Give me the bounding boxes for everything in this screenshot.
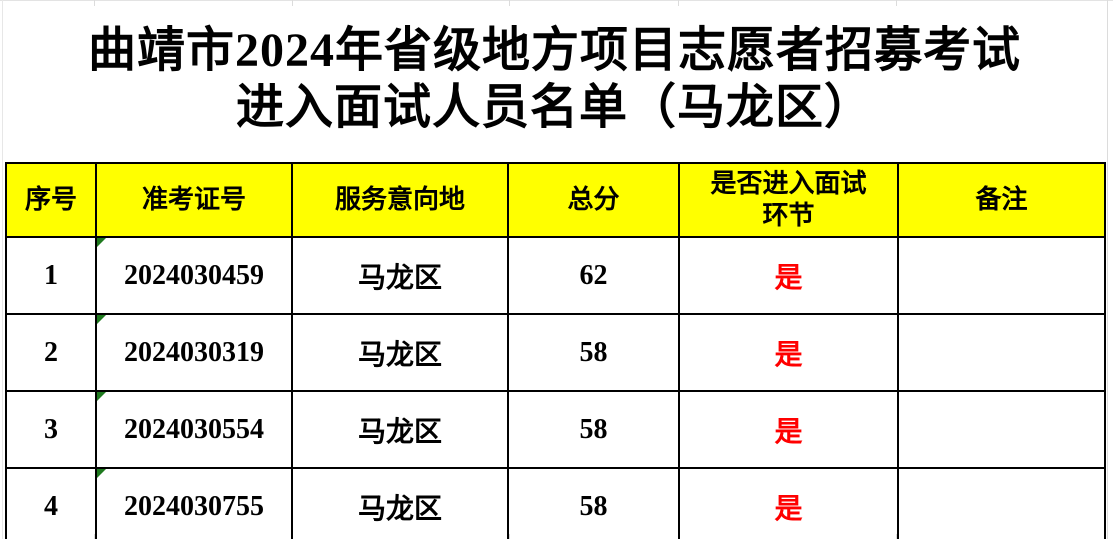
header-row: 序号 准考证号 服务意向地 总分 是否进入面试环节 备注: [5, 162, 1106, 238]
cell-total-score[interactable]: 58: [507, 313, 680, 392]
cell-ticket-number[interactable]: 2024030459: [95, 236, 293, 315]
sheet-gridline: [2, 0, 3, 539]
cell-service-location[interactable]: 马龙区: [291, 313, 509, 392]
sheet-gridline: [678, 0, 679, 6]
page-title: 曲靖市2024年省级地方项目志愿者招募考试 进入面试人员名单（马龙区）: [5, 22, 1104, 136]
page-title-line1: 曲靖市2024年省级地方项目志愿者招募考试: [87, 24, 1021, 77]
cell-ticket-number[interactable]: 2024030319: [95, 313, 293, 392]
cell-serial[interactable]: 2: [5, 313, 97, 392]
ticket-number-text: 2024030459: [124, 259, 264, 291]
header-score[interactable]: 总分: [507, 162, 680, 238]
header-ticket[interactable]: 准考证号: [95, 162, 293, 238]
cell-serial[interactable]: 4: [5, 467, 97, 539]
green-triangle-icon: [98, 239, 106, 247]
roster-table: 序号 准考证号 服务意向地 总分 是否进入面试环节 备注 1 202403045…: [5, 162, 1106, 539]
sheet-gridline: [1107, 0, 1108, 539]
table-row: 4 2024030755 马龙区 58 是: [5, 467, 1106, 539]
cell-remark[interactable]: [897, 390, 1106, 469]
cell-total-score[interactable]: 62: [507, 236, 680, 315]
cell-service-location[interactable]: 马龙区: [291, 236, 509, 315]
cell-ticket-number[interactable]: 2024030755: [95, 467, 293, 539]
sheet-gridline: [292, 0, 293, 6]
sheet-gridline: [94, 0, 95, 6]
green-triangle-icon: [98, 316, 106, 324]
cell-total-score[interactable]: 58: [507, 467, 680, 539]
cell-remark[interactable]: [897, 236, 1106, 315]
cell-service-location[interactable]: 马龙区: [291, 467, 509, 539]
table-row: 3 2024030554 马龙区 58 是: [5, 390, 1106, 469]
sheet-gridline: [896, 0, 897, 6]
table-row: 2 2024030319 马龙区 58 是: [5, 313, 1106, 392]
header-location[interactable]: 服务意向地: [291, 162, 509, 238]
header-remark[interactable]: 备注: [897, 162, 1106, 238]
header-interview-label: 是否进入面试环节: [710, 169, 867, 230]
ticket-number-text: 2024030755: [124, 490, 264, 522]
cell-serial[interactable]: 1: [5, 236, 97, 315]
header-serial[interactable]: 序号: [5, 162, 97, 238]
sheet-gridline: [0, 0, 1113, 1]
cell-total-score[interactable]: 58: [507, 390, 680, 469]
page-title-line2: 进入面试人员名单（马龙区）: [235, 81, 873, 134]
cell-interview-status[interactable]: 是: [678, 390, 899, 469]
green-triangle-icon: [98, 470, 106, 478]
cell-ticket-number[interactable]: 2024030554: [95, 390, 293, 469]
ticket-number-text: 2024030554: [124, 413, 264, 445]
cell-service-location[interactable]: 马龙区: [291, 390, 509, 469]
cell-interview-status[interactable]: 是: [678, 236, 899, 315]
cell-remark[interactable]: [897, 467, 1106, 539]
cell-interview-status[interactable]: 是: [678, 313, 899, 392]
cell-interview-status[interactable]: 是: [678, 467, 899, 539]
ticket-number-text: 2024030319: [124, 336, 264, 368]
header-interview[interactable]: 是否进入面试环节: [678, 162, 899, 238]
cell-serial[interactable]: 3: [5, 390, 97, 469]
green-triangle-icon: [98, 393, 106, 401]
sheet-gridline: [509, 0, 510, 6]
table-row: 1 2024030459 马龙区 62 是: [5, 236, 1106, 315]
cell-remark[interactable]: [897, 313, 1106, 392]
